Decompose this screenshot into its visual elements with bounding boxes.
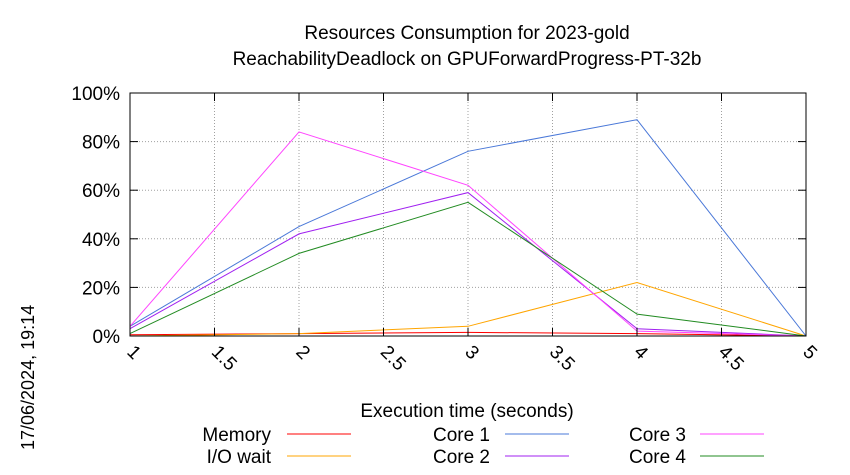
x-tick-label: 1.5 xyxy=(207,342,241,376)
y-tick-label: 100% xyxy=(71,84,120,105)
legend-label: Core 2 xyxy=(433,447,490,468)
x-tick-label: 4.5 xyxy=(714,342,748,376)
y-axis-ticks: 0% 20% 40% 60% 80% 100% xyxy=(71,84,806,348)
legend-label: Memory xyxy=(202,425,271,446)
y-tick-label: 60% xyxy=(82,181,120,202)
x-axis-label: Execution time (seconds) xyxy=(360,401,573,422)
x-tick-label: 2.5 xyxy=(376,342,410,376)
x-tick-label: 3 xyxy=(460,342,482,364)
y-tick-label: 20% xyxy=(82,278,120,299)
x-tick-label: 4 xyxy=(629,342,652,365)
chart-subtitle: ReachabilityDeadlock on GPUForwardProgre… xyxy=(233,49,702,70)
series-layer xyxy=(129,119,807,337)
x-tick-label: 2 xyxy=(291,342,313,364)
legend-label: Core 4 xyxy=(629,447,686,468)
grid-lines xyxy=(130,93,806,336)
legend-label: I/O wait xyxy=(207,447,272,468)
legend-label: Core 1 xyxy=(433,425,490,446)
timestamp: 17/06/2024, 19:14 xyxy=(18,305,38,450)
series-line-i-o-wait xyxy=(129,281,807,337)
series-line-core-1 xyxy=(129,119,807,337)
y-tick-label: 0% xyxy=(93,327,121,348)
legend-label: Core 3 xyxy=(629,425,686,446)
series-line-core-2 xyxy=(129,192,807,337)
x-tick-label: 5 xyxy=(798,342,820,364)
series-line-core-3 xyxy=(129,131,807,337)
y-tick-label: 80% xyxy=(82,133,120,154)
x-tick-label: 3.5 xyxy=(545,342,579,376)
series-line-core-4 xyxy=(129,201,807,337)
chart-title: Resources Consumption for 2023-gold xyxy=(304,23,629,44)
x-tick-label: 1 xyxy=(122,342,144,364)
y-tick-label: 40% xyxy=(82,230,120,251)
